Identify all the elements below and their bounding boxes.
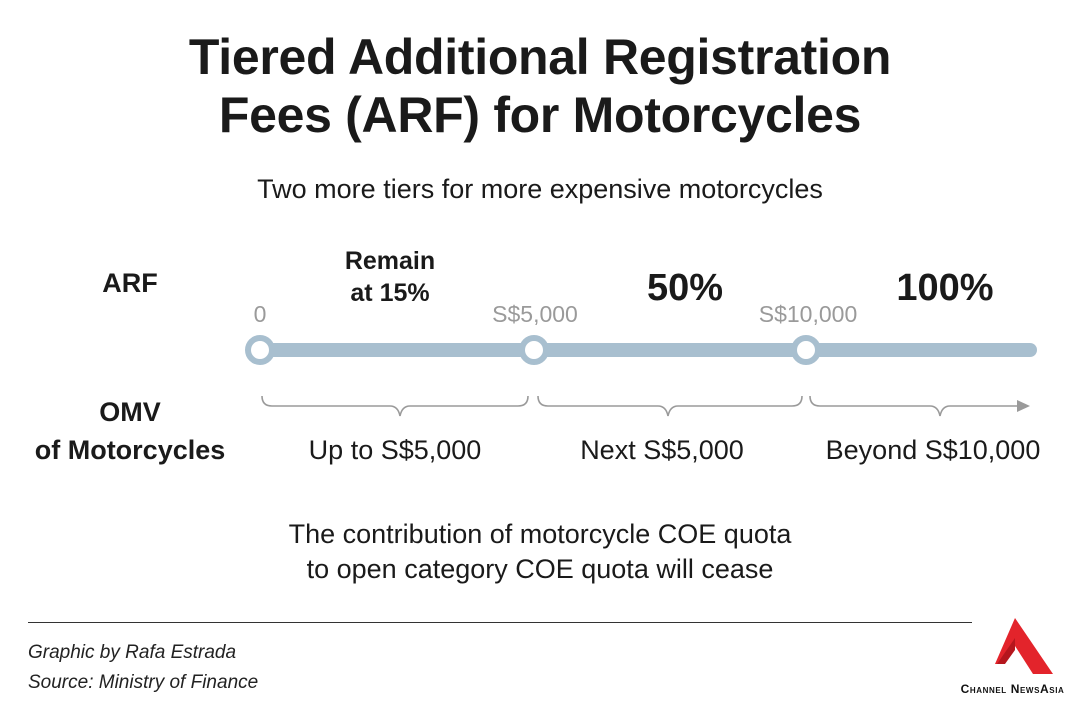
- channel-newsasia-logo-icon: [995, 618, 1053, 674]
- timeline-node-0: [245, 335, 275, 365]
- brace-range-1: [261, 395, 529, 417]
- range-label-1: Up to S$5,000: [308, 435, 482, 465]
- title-line-1: Tiered Additional Registration: [188, 29, 892, 85]
- tier-1-rate: Remain at 15%: [310, 245, 470, 309]
- timeline-node-10000: [791, 335, 821, 365]
- threshold-label-10000: S$10,000: [758, 301, 858, 327]
- brand-name: Channel NewsAsia: [960, 682, 1065, 696]
- subtitle: Two more tiers for more expensive motorc…: [257, 174, 823, 204]
- graphic-credit: Graphic by Rafa Estrada: [28, 642, 237, 663]
- arrow-right-icon: [1017, 400, 1030, 412]
- tier-1-rate-line-1: Remain: [344, 247, 436, 275]
- threshold-label-0: 0: [253, 301, 267, 327]
- timeline-node-5000: [519, 335, 549, 365]
- brace-range-2: [537, 395, 803, 417]
- tier-2-rate: 50%: [646, 267, 724, 309]
- tier-3-rate: 100%: [896, 267, 994, 309]
- footnote-line-2: to open category COE quota will cease: [306, 554, 774, 584]
- tier-1-rate-line-2: at 15%: [350, 279, 430, 307]
- omv-row-label-line-1: OMV: [99, 397, 161, 427]
- range-label-2: Next S$5,000: [580, 435, 744, 465]
- footnote: The contribution of motorcycle COE quota…: [0, 517, 1080, 587]
- range-label-3: Beyond S$10,000: [825, 435, 1041, 465]
- divider: [28, 622, 972, 623]
- timeline-diagram: [245, 335, 1037, 417]
- brace-range-3: [809, 395, 1018, 417]
- threshold-label-5000: S$5,000: [492, 301, 578, 327]
- source-credit: Source: Ministry of Finance: [28, 672, 259, 693]
- arf-row-label: ARF: [102, 268, 158, 298]
- footnote-line-1: The contribution of motorcycle COE quota: [288, 519, 792, 549]
- title-line-2: Fees (ARF) for Motorcycles: [218, 87, 862, 143]
- page-title: Tiered Additional Registration Fees (ARF…: [0, 28, 1080, 144]
- omv-row-label-line-2: of Motorcycles: [34, 435, 226, 465]
